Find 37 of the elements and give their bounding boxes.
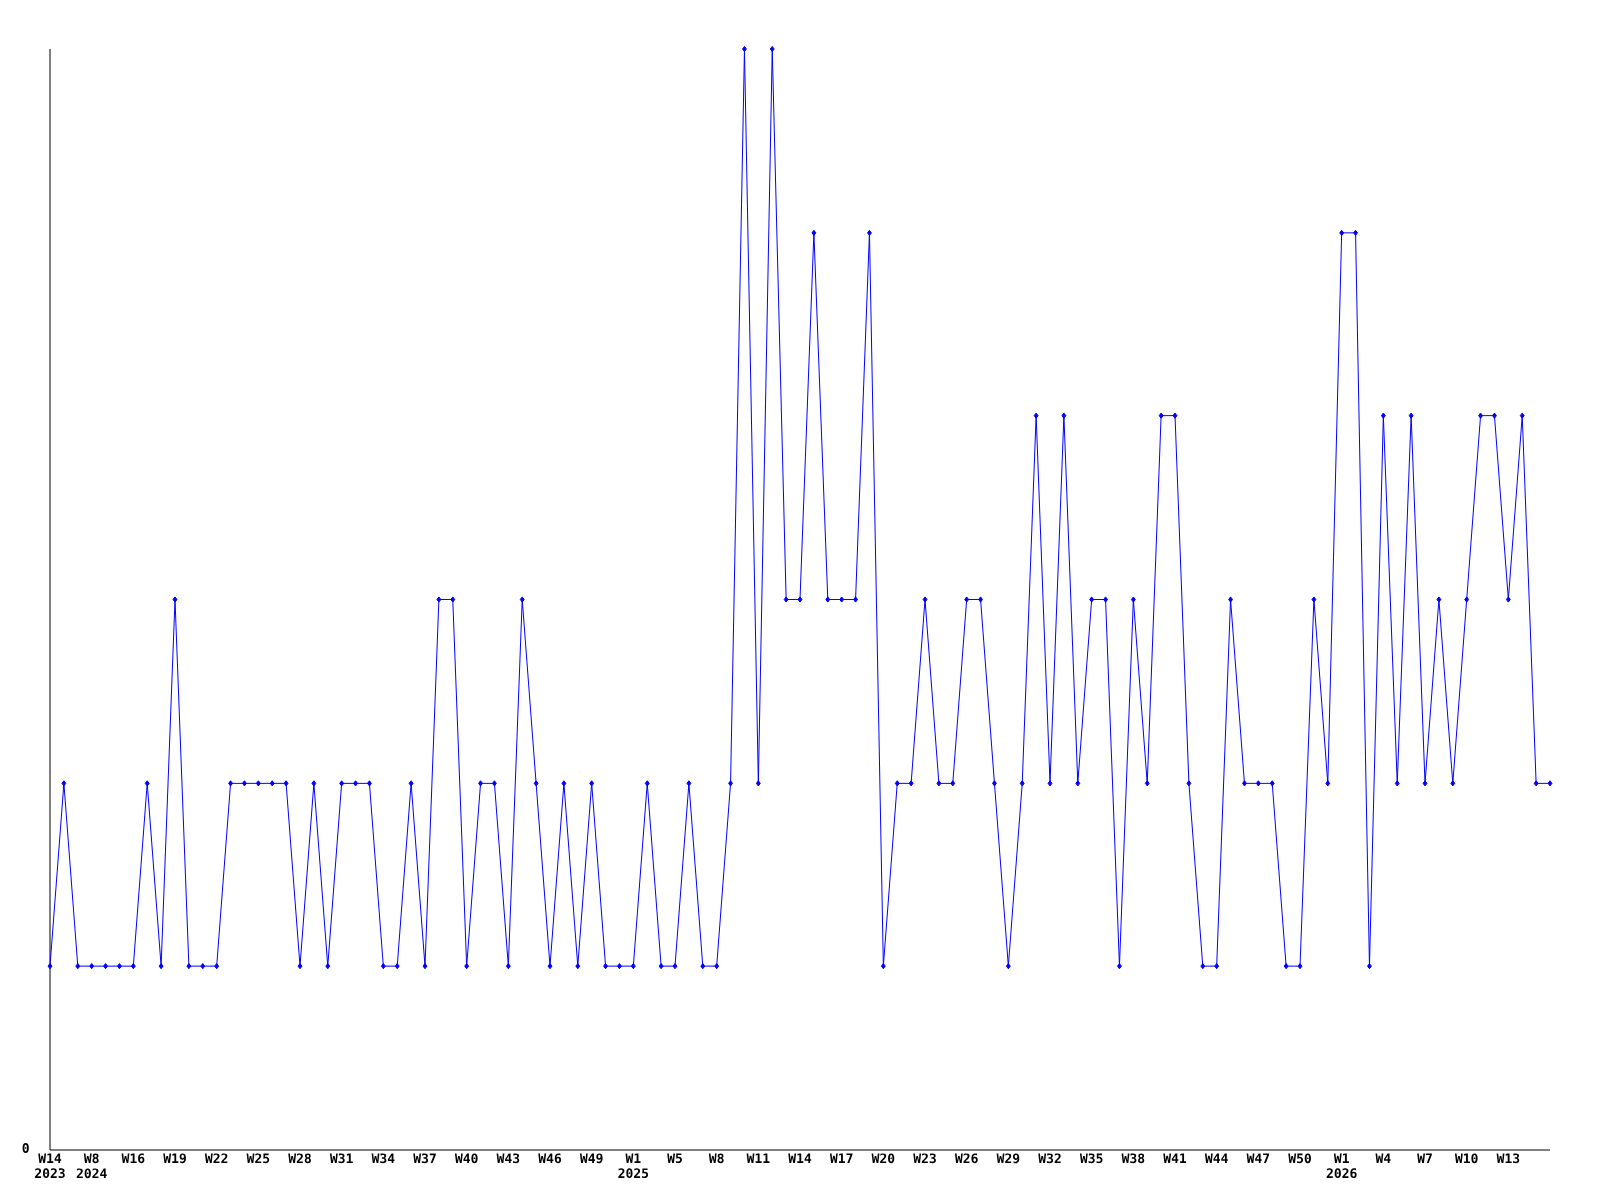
- x-tick-label: W47: [1246, 1153, 1270, 1163]
- x-tick-label: W7: [1417, 1153, 1432, 1163]
- x-tick-label: W25: [246, 1153, 270, 1164]
- x-tick-label: W29: [996, 1153, 1020, 1164]
- x-tick-label: W1 2025: [618, 1153, 649, 1179]
- x-tick-label: W43: [496, 1153, 520, 1164]
- x-tick-label: W10: [1454, 1153, 1478, 1164]
- x-tick-label: W26: [954, 1153, 978, 1164]
- x-tick-label: W38: [1121, 1153, 1145, 1164]
- x-tick-label: W8 2024: [76, 1153, 107, 1179]
- x-tick-label: W1 2026: [1326, 1153, 1357, 1179]
- x-tick-label: W22: [204, 1153, 228, 1164]
- x-tick-label: W31: [329, 1153, 353, 1164]
- x-tick-label: W41: [1163, 1153, 1187, 1163]
- x-tick-label: W5: [667, 1153, 682, 1164]
- text: 0: [22, 1143, 29, 1153]
- x-tick-label: W20: [871, 1153, 895, 1164]
- x-tick-label: W49: [579, 1153, 603, 1164]
- x-tick-label: W44: [1204, 1153, 1228, 1163]
- x-tick-label: W46: [538, 1153, 562, 1164]
- x-tick-label: W34: [371, 1153, 395, 1164]
- x-tick-label: W37: [413, 1153, 436, 1164]
- x-tick-label: W50: [1288, 1153, 1311, 1164]
- x-tick-label: W40: [454, 1153, 478, 1164]
- x-tick-label: W16: [121, 1153, 145, 1164]
- x-tick-label: W8: [708, 1153, 724, 1164]
- x-tick-label: W17: [829, 1153, 853, 1163]
- x-tick-label: W19: [163, 1153, 186, 1164]
- x-tick-label: W35: [1079, 1153, 1103, 1164]
- x-tick-label: W28: [288, 1153, 311, 1164]
- x-tick-label: W13: [1496, 1153, 1520, 1164]
- x-tick-label: W11: [746, 1153, 770, 1163]
- x-tick-label: W23: [913, 1153, 936, 1164]
- x-tick-label: W32: [1038, 1153, 1061, 1164]
- x-tick-label: W14: [788, 1153, 812, 1163]
- x-tick-label: W14 2023: [35, 1153, 65, 1179]
- x-tick-label: W4: [1375, 1153, 1391, 1163]
